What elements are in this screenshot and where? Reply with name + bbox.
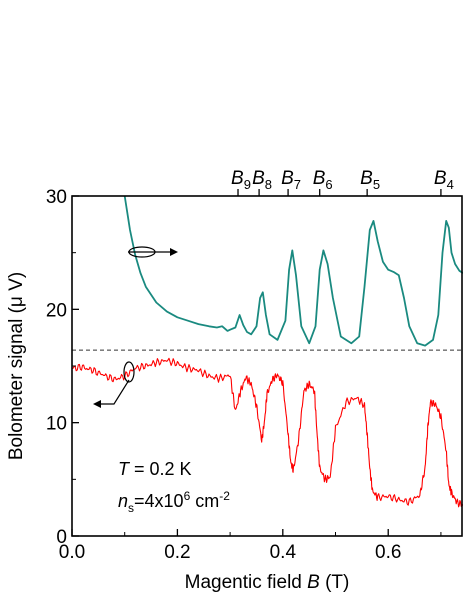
- x-tick-label: 0.2: [164, 542, 190, 563]
- top-marker-label: B8: [252, 168, 272, 192]
- teal-bolometer-line: [123, 195, 463, 347]
- top-marker-label: B9: [231, 168, 251, 192]
- red-bolometer-line: [72, 357, 463, 508]
- series-layer: [72, 195, 463, 508]
- top-marker-label: B5: [360, 168, 380, 192]
- y-tick-label: 10: [46, 414, 67, 435]
- ticks-layer: 0.0 0.2 0.4 0.6 0 10 20 30: [46, 187, 442, 563]
- y-tick-label: 30: [46, 187, 67, 208]
- teal-series-axis-pointer: [128, 246, 178, 258]
- top-marker-label: B4: [434, 168, 454, 192]
- red-series-axis-pointer: [93, 361, 135, 408]
- x-axis-title: Magentic field B (T): [185, 572, 350, 593]
- plot-frame: [71, 195, 463, 537]
- top-marker-label: B6: [313, 168, 333, 192]
- y-tick-label: 0: [56, 527, 67, 548]
- y-tick-label: 20: [46, 300, 67, 321]
- y-axis-title: Bolometer signal (μ V): [6, 272, 27, 460]
- x-tick-label: 0.6: [375, 542, 401, 563]
- top-marker-label: B7: [281, 168, 301, 192]
- x-tick-label: 0.0: [59, 542, 85, 563]
- density-annotation: ns=4x106 cm-2: [118, 489, 230, 515]
- plot-area: 0.0 0.2 0.4 0.6 0 10 20 30: [46, 187, 463, 563]
- x-tick-label: 0.4: [270, 542, 297, 563]
- top-field-markers: B9 B8 B7 B6 B5 B4: [231, 168, 454, 196]
- temperature-annotation: T = 0.2 K: [118, 459, 192, 479]
